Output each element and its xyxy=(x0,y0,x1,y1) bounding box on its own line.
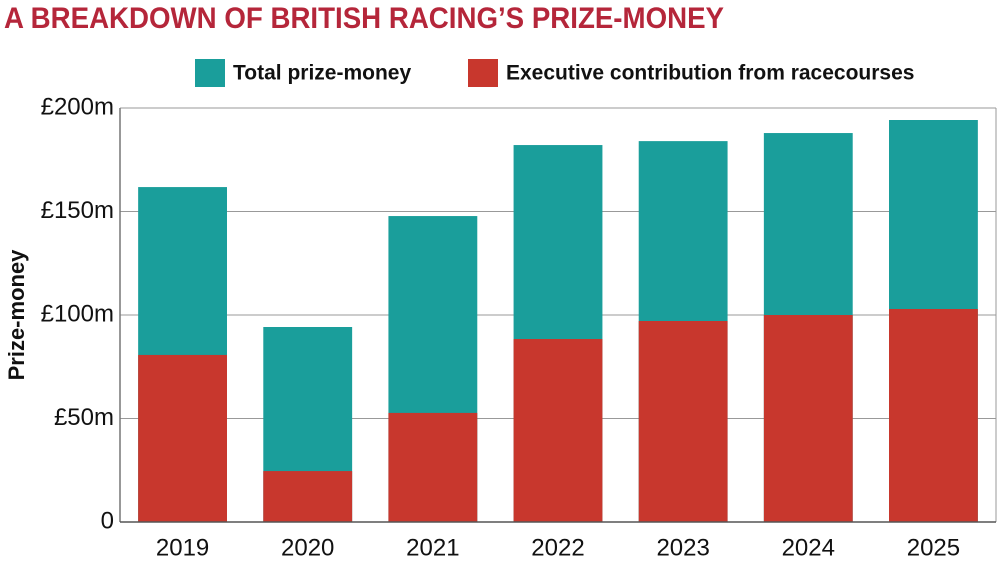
chart-title: A BREAKDOWN OF BRITISH RACING’S PRIZE-MO… xyxy=(4,2,724,35)
x-tick-label: 2020 xyxy=(281,534,334,561)
legend-label: Total prize-money xyxy=(233,62,411,85)
x-tick-label: 2019 xyxy=(156,534,209,561)
x-tick-label: 2021 xyxy=(406,534,459,561)
legend-label: Executive contribution from racecourses xyxy=(506,62,914,85)
bar xyxy=(889,308,978,522)
bar xyxy=(513,339,603,522)
y-tick-label: £200m xyxy=(41,93,114,120)
x-tick-label: 2023 xyxy=(656,534,709,561)
bar xyxy=(638,321,728,522)
x-tick-label: 2022 xyxy=(531,534,584,561)
y-tick-label: £100m xyxy=(41,300,114,327)
legend-swatch xyxy=(195,59,225,87)
bars xyxy=(138,120,978,523)
bar xyxy=(763,315,853,522)
y-tick-label: £150m xyxy=(41,197,114,224)
x-tick-label: 2025 xyxy=(907,534,960,561)
axes: 0 £50m £100m £150m £200m 2019 2020 2021 2022 2023… xyxy=(41,93,997,561)
y-axis-label: Prize-money xyxy=(4,249,29,381)
y-tick-label: 0 xyxy=(101,507,114,534)
bar xyxy=(263,471,353,522)
bar xyxy=(388,412,478,522)
legend-swatch xyxy=(468,59,498,87)
x-tick-label: 2024 xyxy=(782,534,835,561)
y-tick-label: £50m xyxy=(54,404,114,431)
bar xyxy=(138,354,227,522)
